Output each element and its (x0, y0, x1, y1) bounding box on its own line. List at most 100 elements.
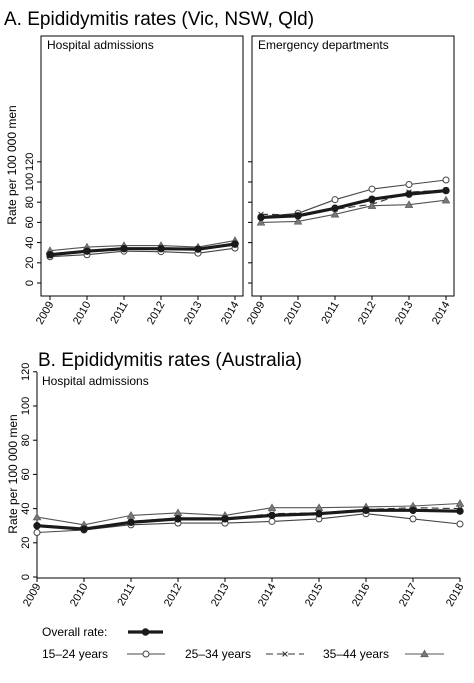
data-point-overall (268, 511, 276, 520)
facet-frame (251, 35, 455, 297)
data-point-15-24 (331, 196, 339, 204)
data-point-overall (157, 244, 165, 253)
data-point-overall (456, 507, 464, 515)
data-point-35-44 (267, 503, 277, 511)
legend-marker-15-24 (142, 650, 150, 658)
y-tick-label: 60 (24, 216, 36, 228)
data-point-overall (174, 515, 182, 523)
legend-label: 15–24 years (42, 647, 108, 661)
y-tick-label: 120 (24, 153, 36, 171)
x-tick-label: 2009 (245, 300, 268, 327)
x-tick-label: 2010 (71, 300, 94, 327)
data-point-35-44 (455, 499, 465, 507)
x-tick-label: 2018 (444, 582, 467, 609)
data-point-overall (368, 195, 376, 203)
y-tick-label: 60 (20, 468, 32, 480)
y-tick-label: 120 (20, 363, 32, 381)
data-point-overall (405, 190, 413, 198)
x-tick-label: 2011 (108, 300, 130, 326)
data-point-35-44 (367, 201, 377, 209)
facet-frame (40, 35, 244, 297)
x-tick-label: 2011 (115, 582, 137, 608)
data-point-overall (257, 213, 265, 222)
x-tick-label: 2012 (162, 582, 185, 609)
data-point-overall (294, 212, 302, 220)
x-tick-label: 2017 (397, 582, 420, 609)
y-tick-label: 0 (20, 574, 32, 580)
x-tick-label: 2011 (319, 300, 341, 326)
x-tick-label: 2014 (430, 300, 453, 327)
facet-label: Hospital admissions (47, 38, 154, 52)
data-point-35-44 (173, 508, 183, 517)
data-point-35-44 (404, 200, 414, 208)
legend-marker-25-34 (282, 651, 288, 657)
legend-label: Overall rate: (42, 625, 107, 639)
x-tick-label: 2013 (182, 300, 205, 327)
x-tick-label: 2013 (209, 582, 232, 609)
y-tick-label: 0 (24, 280, 36, 286)
x-tick-label: 2009 (21, 582, 44, 609)
data-point-overall (194, 245, 202, 253)
y-tick-label: 80 (20, 434, 32, 446)
data-point-35-44 (32, 512, 42, 521)
y-tick-label: 20 (24, 257, 36, 269)
panel-b-title: B. Epididymitis rates (Australia) (38, 350, 302, 371)
y-tick-label: 100 (20, 397, 32, 415)
series-line-15-24 (260, 179, 447, 218)
data-point-overall (221, 515, 229, 523)
data-point-35-44 (126, 511, 136, 519)
series-line-overall (260, 189, 447, 219)
data-point-overall (46, 251, 54, 259)
facet-label: Hospital admissions (42, 374, 149, 388)
data-point-15-24 (268, 517, 276, 525)
data-point-overall (362, 506, 370, 515)
x-tick-label: 2010 (282, 300, 305, 327)
panel-a-title: A. Epididymitis rates (Vic, NSW, Qld) (4, 9, 314, 30)
y-tick-label: 40 (20, 502, 32, 514)
data-point-35-44 (441, 195, 451, 204)
legend-label: 35–44 years (323, 647, 389, 661)
data-point-overall (127, 518, 135, 526)
legend-marker-35-44 (420, 649, 429, 658)
data-point-overall (120, 244, 128, 253)
series-line-35-44 (260, 199, 447, 223)
x-tick-label: 2009 (34, 300, 57, 327)
x-tick-label: 2016 (350, 582, 373, 609)
data-point-15-24 (409, 515, 417, 523)
data-point-15-24 (442, 176, 450, 184)
data-point-overall (33, 522, 41, 530)
data-point-overall (83, 247, 91, 255)
facet-label: Emergency departments (258, 38, 389, 52)
series-line-overall (36, 508, 461, 531)
data-point-overall (442, 186, 450, 195)
x-tick-label: 2014 (256, 582, 279, 609)
y-tick-label: 20 (20, 537, 32, 549)
data-point-overall (409, 506, 417, 515)
data-point-35-44 (293, 216, 303, 225)
data-point-35-44 (256, 217, 266, 226)
data-point-overall (80, 525, 88, 533)
series-line-15-24 (36, 513, 461, 534)
data-point-overall (315, 510, 323, 518)
panel-b-y-axis-title: Rate per 100 000 men (6, 414, 20, 533)
data-point-15-24 (368, 185, 376, 193)
series-line-35-44 (49, 240, 236, 252)
data-point-overall (331, 204, 339, 212)
x-tick-label: 2012 (356, 300, 379, 327)
data-point-15-24 (33, 529, 41, 537)
data-point-35-44 (330, 209, 340, 218)
series-line-35-44 (36, 502, 461, 526)
x-tick-label: 2013 (393, 300, 416, 327)
y-tick-label: 80 (24, 196, 36, 208)
legend-label: 25–34 years (185, 647, 251, 661)
y-tick-label: 100 (24, 173, 36, 191)
x-tick-label: 2015 (303, 582, 326, 609)
series-line-overall (49, 242, 236, 257)
series-line-25-34 (260, 189, 447, 216)
data-point-15-24 (456, 520, 464, 528)
data-point-15-24 (405, 181, 413, 189)
x-tick-label: 2014 (219, 300, 242, 327)
legend-marker-overall (141, 628, 150, 636)
x-tick-label: 2010 (68, 582, 91, 609)
